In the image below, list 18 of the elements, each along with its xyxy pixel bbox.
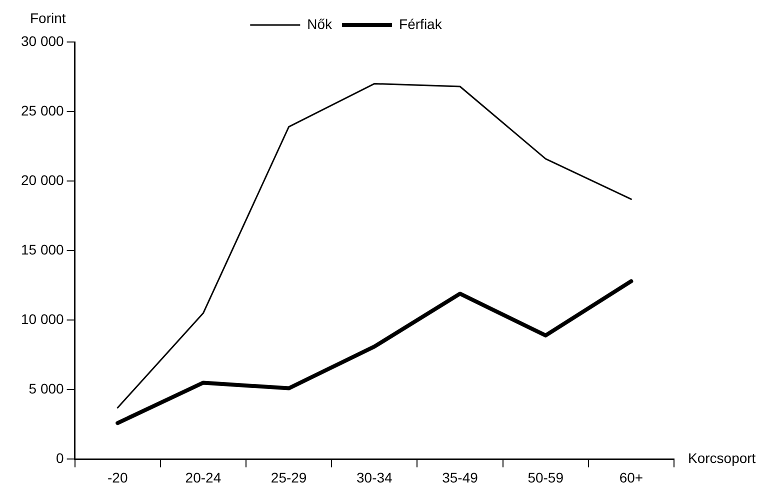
legend-label: Nők	[307, 16, 334, 32]
y-tick-label: 0	[56, 450, 64, 466]
x-tick-label: 50-59	[528, 469, 564, 486]
x-tick-label: 30-34	[356, 469, 393, 486]
x-tick-label: 25-29	[270, 469, 307, 486]
x-tick-label: 20-24	[185, 469, 222, 486]
y-tick-label: 30 000	[20, 32, 64, 49]
x-tick-label: 60+	[619, 469, 644, 486]
x-tick-label: 35-49	[442, 469, 478, 486]
x-tick-label: -20	[108, 469, 128, 486]
y-axis-title: Forint	[30, 10, 66, 26]
legend-label: Férfiak	[399, 16, 443, 32]
x-axis-title: Korcsoport	[688, 450, 756, 466]
y-tick-label: 25 000	[20, 102, 64, 118]
y-tick-label: 20 000	[20, 172, 64, 188]
y-tick-label: 15 000	[20, 241, 64, 258]
y-tick-label: 10 000	[20, 310, 64, 327]
y-tick-label: 5 000	[28, 380, 64, 397]
